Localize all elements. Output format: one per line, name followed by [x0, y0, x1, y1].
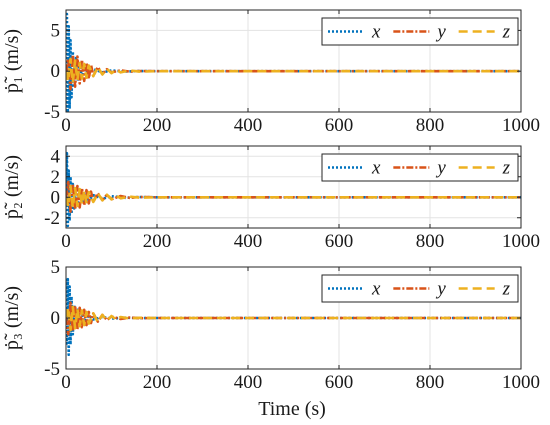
- x-tick-label: 0: [61, 372, 71, 393]
- x-tick-label: 200: [143, 231, 172, 252]
- x-tick-label: 400: [234, 115, 263, 136]
- legend-label-x: x: [371, 158, 381, 179]
- legend-label-z: z: [502, 22, 511, 43]
- axes-box: [65, 145, 522, 229]
- x-tick-label: 0: [61, 231, 71, 252]
- x-tick-label: 600: [325, 115, 354, 136]
- y-tick-label: 0: [51, 61, 61, 82]
- x-tick-label: 200: [143, 115, 172, 136]
- x-tick-label: 400: [234, 372, 263, 393]
- series-line-z: [66, 57, 521, 84]
- series-line-z: [66, 305, 521, 332]
- x-tick-label: 600: [325, 372, 354, 393]
- x-tick-label: 1000: [502, 231, 540, 252]
- x-tick-label: 800: [416, 372, 445, 393]
- axes-box: [65, 9, 522, 113]
- y-tick-label: -5: [44, 102, 60, 123]
- series-group: [66, 151, 521, 228]
- legend-label-y: y: [435, 279, 446, 300]
- legend-label-y: y: [435, 158, 446, 179]
- legend-label-x: x: [371, 22, 381, 43]
- y-tick-label: 0: [51, 308, 61, 329]
- legend-label-x: x: [371, 279, 381, 300]
- y-axis-label: ṗ̃₂ (m/s): [1, 155, 23, 219]
- legend: x y z: [321, 153, 519, 182]
- y-tick-label: 4: [51, 146, 61, 167]
- legend-label-y: y: [435, 22, 446, 43]
- y-tick-label: 5: [51, 257, 61, 278]
- x-axis-label: Time (s): [258, 398, 326, 420]
- series-group: [66, 12, 521, 112]
- legend-label-z: z: [502, 279, 511, 300]
- legend: x y z: [321, 274, 519, 303]
- x-tick-label: 0: [61, 115, 71, 136]
- y-tick-label: 0: [51, 187, 61, 208]
- series-line-z: [66, 184, 521, 209]
- series-line-y: [66, 180, 521, 213]
- y-axis-label: ṗ̃₃ (m/s): [1, 286, 23, 350]
- y-tick-label: 2: [51, 167, 61, 188]
- x-tick-label: 800: [416, 115, 445, 136]
- x-tick-label: 600: [325, 231, 354, 252]
- legend: x y z: [321, 17, 519, 46]
- y-axis-label: ṗ̃₁ (m/s): [1, 29, 23, 93]
- legend-label-z: z: [502, 158, 511, 179]
- x-tick-label: 1000: [502, 372, 540, 393]
- x-tick-label: 1000: [502, 115, 540, 136]
- series-group: [66, 277, 521, 357]
- y-tick-label: -5: [44, 359, 60, 380]
- x-tick-label: 400: [234, 231, 263, 252]
- x-tick-label: 800: [416, 231, 445, 252]
- y-tick-label: 5: [51, 20, 61, 41]
- x-tick-label: 200: [143, 372, 172, 393]
- y-tick-label: -2: [44, 208, 60, 229]
